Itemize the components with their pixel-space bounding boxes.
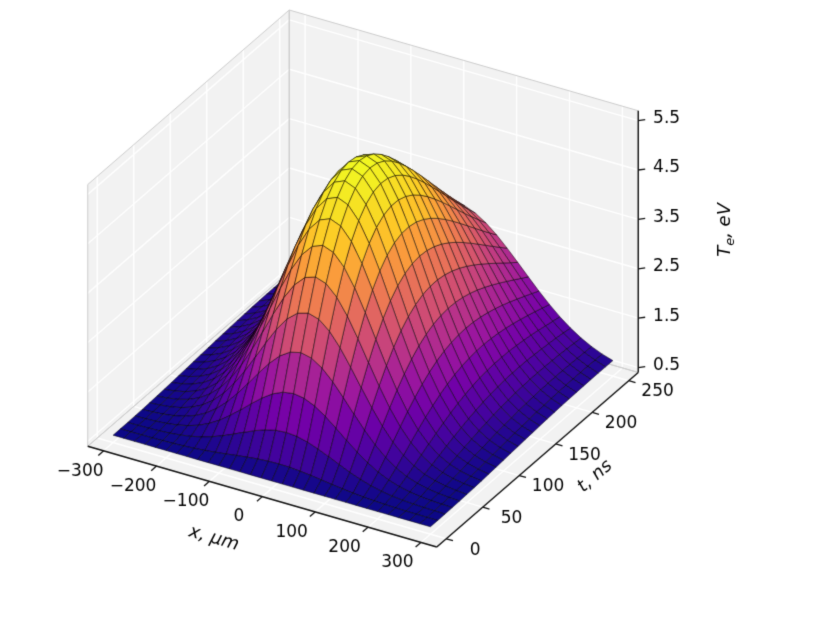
te-3d-surface-figure xyxy=(0,0,830,639)
te-3d-surface-canvas xyxy=(0,0,830,639)
figure-page xyxy=(0,0,830,639)
